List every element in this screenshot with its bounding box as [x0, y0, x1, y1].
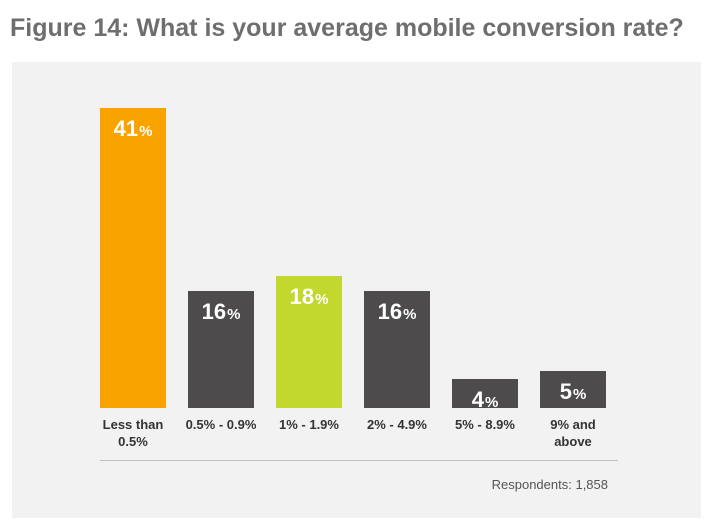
bar-value-label: 5%	[540, 379, 606, 405]
bar-value-unit: %	[227, 306, 241, 323]
category-label-line: 5% - 8.9%	[455, 417, 515, 432]
category-label-line: above	[554, 434, 592, 449]
bar-value-label: 16%	[188, 299, 254, 325]
bar-value-number: 16	[377, 299, 403, 324]
bar-value-number: 4	[471, 387, 484, 412]
category-label-line: 9% and	[550, 417, 596, 432]
category-label: Less than 0.5%	[88, 416, 178, 450]
chart-panel: 41% Less than 0.5% 16% 0.5% - 0.9% 18% 1% - 1.…	[12, 62, 701, 518]
category-label-line: 0.5%	[118, 434, 148, 449]
bar-value-number: 16	[201, 299, 227, 324]
bar-value-label: 41%	[100, 116, 166, 142]
bar: 4%	[452, 379, 518, 412]
bar: 16%	[364, 291, 430, 408]
category-label: 0.5% - 0.9%	[176, 416, 266, 433]
category-label: 9% and above	[528, 416, 618, 450]
bar-value-number: 5	[559, 379, 572, 404]
bar: 41%	[100, 108, 166, 408]
bar: 5%	[540, 371, 606, 408]
category-label: 5% - 8.9%	[440, 416, 530, 433]
bar: 18%	[276, 276, 342, 408]
category-label-line: 1% - 1.9%	[279, 417, 339, 432]
bar-value-unit: %	[139, 123, 153, 140]
bar-value-number: 41	[113, 116, 139, 141]
bar-value-unit: %	[484, 394, 499, 411]
bar-value-label: 4%	[452, 387, 518, 413]
x-axis-line	[100, 460, 618, 461]
bar-value-unit: %	[572, 386, 587, 403]
bar-value-label: 18%	[276, 284, 342, 310]
category-label: 1% - 1.9%	[264, 416, 354, 433]
category-label: 2% - 4.9%	[352, 416, 442, 433]
bar-value-label: 16%	[364, 299, 430, 325]
category-label-line: 2% - 4.9%	[367, 417, 427, 432]
bar: 16%	[188, 291, 254, 408]
bar-value-unit: %	[315, 291, 329, 308]
category-label-line: 0.5% - 0.9%	[185, 417, 257, 432]
respondents-note: Respondents: 1,858	[491, 477, 608, 492]
category-label-line: Less than	[102, 417, 164, 432]
bar-value-number: 18	[289, 284, 315, 309]
chart-title: Figure 14: What is your average mobile c…	[10, 14, 684, 42]
bar-value-unit: %	[403, 306, 417, 323]
